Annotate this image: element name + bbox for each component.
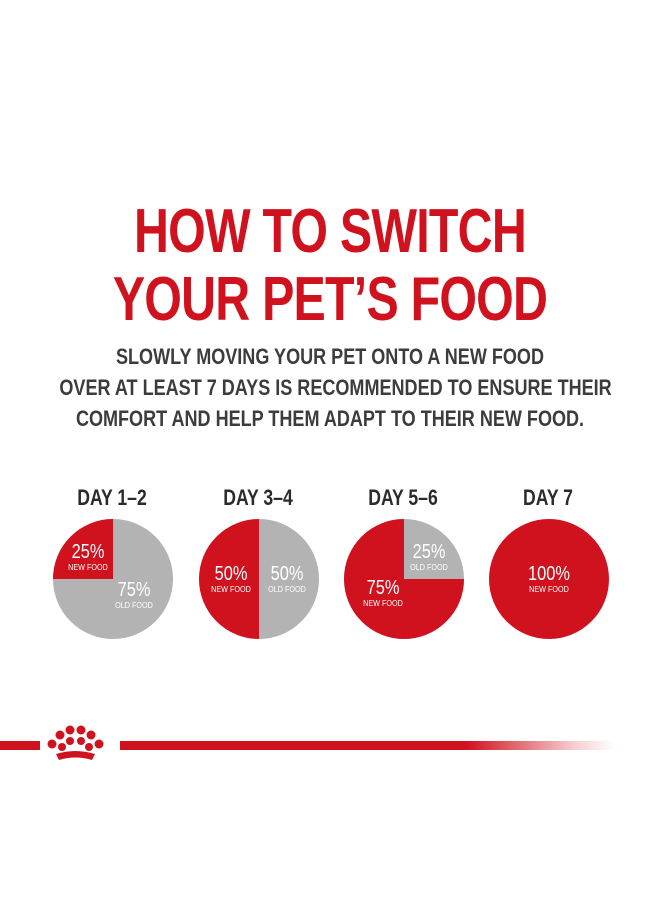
old-food-label: 75% OLD FOOD (104, 580, 164, 610)
new-food-slice (489, 519, 609, 639)
old-food-caption: OLD FOOD (268, 584, 306, 594)
new-food-caption: NEW FOOD (363, 598, 403, 608)
intro-line-3: COMFORT AND HELP THEM ADAPT TO THEIR NEW… (75, 406, 585, 431)
new-food-label: 25% NEW FOOD (58, 542, 118, 572)
pie-day-3-4: 50% NEW FOOD 50% OLD FOOD (198, 518, 320, 640)
new-food-percent: 50% (214, 563, 248, 585)
new-food-slice (344, 519, 464, 639)
old-food-caption: OLD FOOD (115, 600, 153, 610)
title-line-2: YOUR PET’S FOOD (112, 265, 548, 334)
pie-day-7: 100% NEW FOOD (488, 518, 610, 640)
new-food-caption: NEW FOOD (68, 562, 108, 572)
day-label-3: DAY 5–6 (368, 485, 438, 510)
old-food-percent: 50% (270, 563, 304, 585)
new-food-slice (53, 519, 113, 579)
new-food-percent: 100% (528, 563, 570, 585)
day-label-1: DAY 1–2 (77, 485, 147, 510)
intro-line-1: SLOWLY MOVING YOUR PET ONTO A NEW FOOD (116, 344, 544, 369)
intro-text: SLOWLY MOVING YOUR PET ONTO A NEW FOOD O… (59, 341, 612, 434)
new-food-label: 75% NEW FOOD (351, 578, 415, 608)
day-label-2: DAY 3–4 (223, 485, 293, 510)
footer-band-left (0, 741, 40, 750)
old-food-percent: 75% (117, 579, 151, 601)
footer-band-right (120, 741, 615, 750)
old-food-percent: 25% (412, 541, 446, 563)
old-food-label: 50% OLD FOOD (258, 564, 316, 594)
new-food-caption: NEW FOOD (211, 584, 251, 594)
old-food-label: 25% OLD FOOD (399, 542, 459, 572)
new-food-label: 100% NEW FOOD (514, 564, 584, 594)
title-line-1: HOW TO SWITCH (134, 197, 527, 266)
pie-chart-3 (344, 519, 464, 639)
page-title: HOW TO SWITCH YOUR PET’S FOOD (73, 198, 588, 334)
intro-line-2: OVER AT LEAST 7 DAYS IS RECOMMENDED TO E… (59, 375, 612, 400)
new-food-percent: 75% (366, 577, 400, 599)
new-food-label: 50% NEW FOOD (202, 564, 260, 594)
pie-chart-1 (53, 519, 173, 639)
crown-icon (40, 722, 114, 772)
new-food-slice (199, 519, 259, 639)
pie-chart-2 (199, 519, 319, 639)
pie-day-1-2: 25% NEW FOOD 75% OLD FOOD (52, 518, 174, 640)
day-label-4: DAY 7 (523, 485, 573, 510)
old-food-caption: OLD FOOD (410, 562, 448, 572)
pie-day-5-6: 25% OLD FOOD 75% NEW FOOD (343, 518, 465, 640)
new-food-caption: NEW FOOD (529, 584, 569, 594)
new-food-percent: 25% (71, 541, 105, 563)
pie-chart-4 (489, 519, 609, 639)
